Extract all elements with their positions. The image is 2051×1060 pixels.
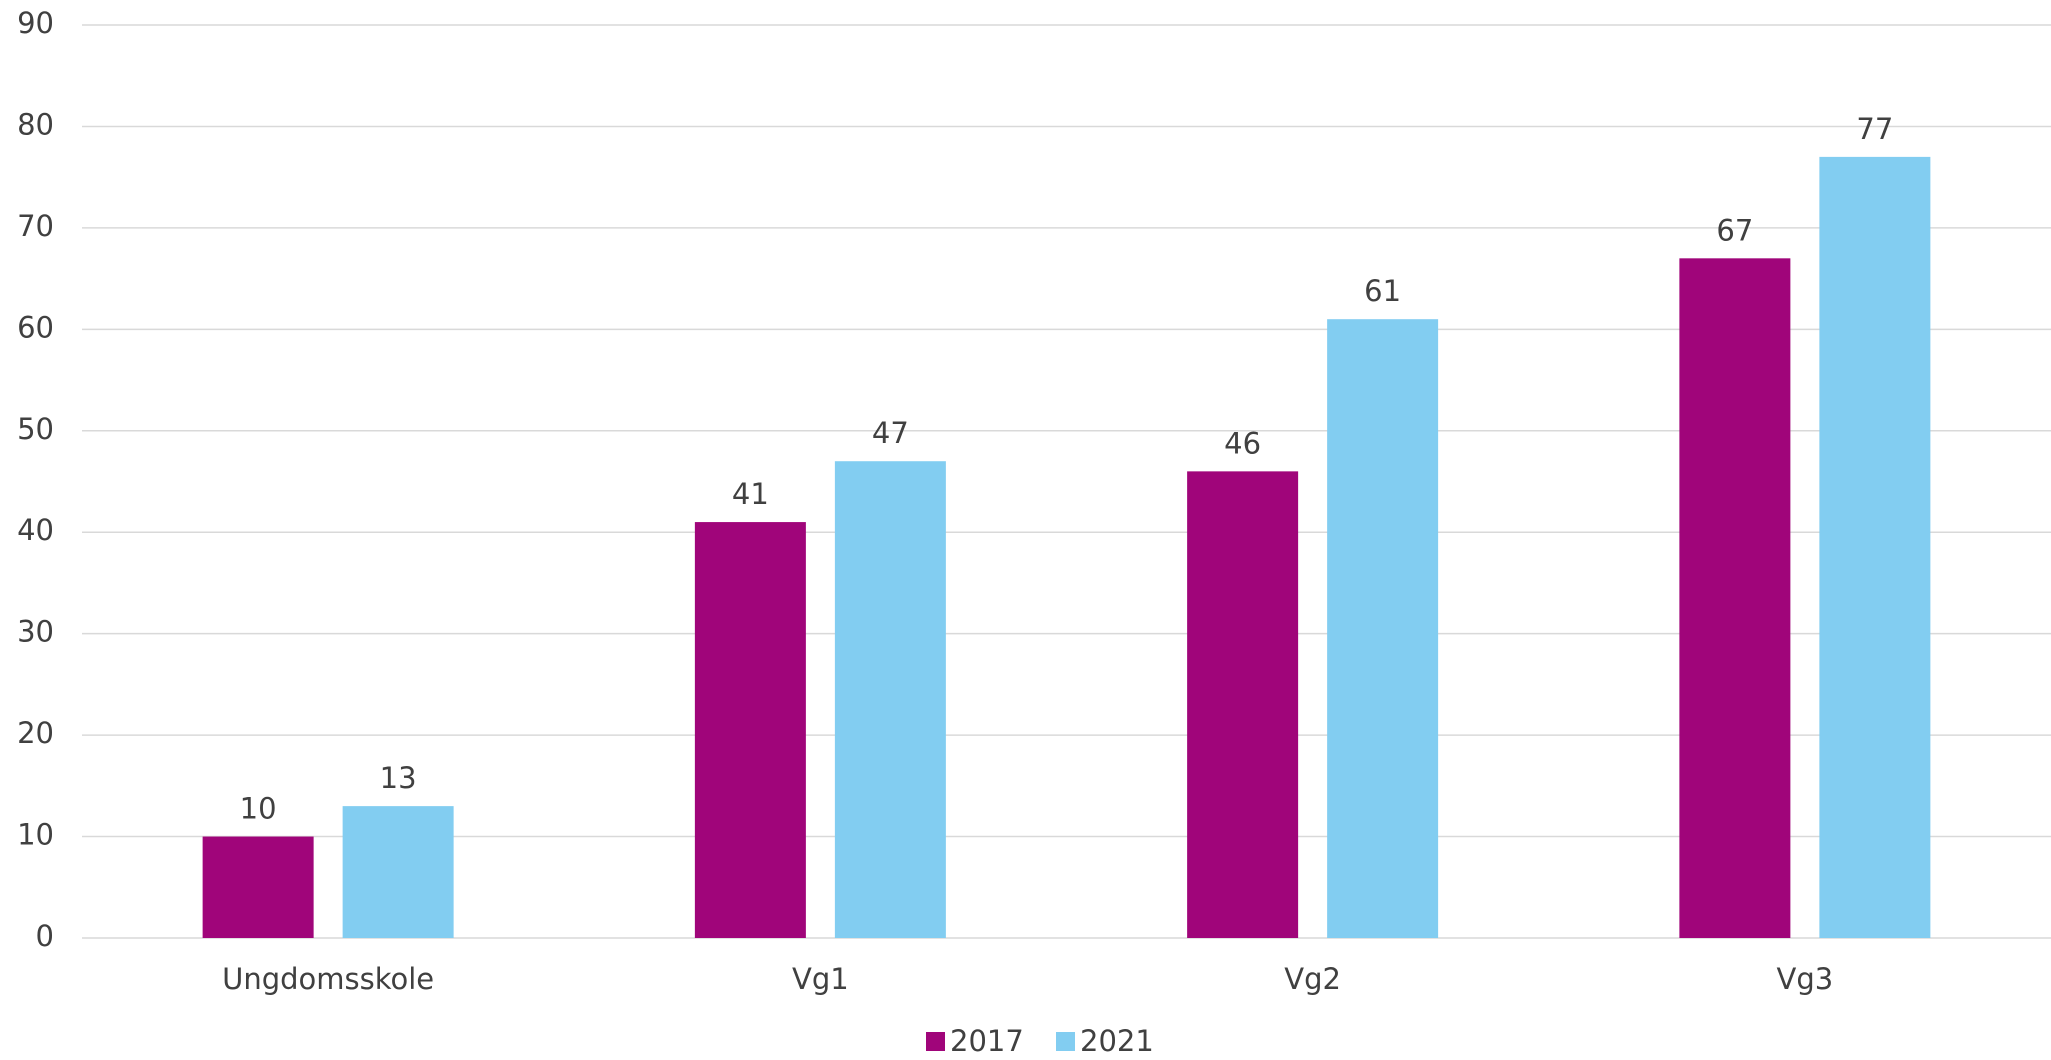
value-label: 77: [1856, 112, 1893, 146]
value-label: 13: [380, 761, 417, 795]
bar: [1679, 258, 1791, 938]
y-tick-label: 30: [17, 615, 54, 649]
y-tick-label: 70: [17, 209, 54, 243]
bar: [1819, 156, 1931, 938]
bar: [1327, 319, 1439, 938]
value-label: 41: [732, 477, 769, 511]
y-tick-label: 40: [17, 513, 54, 547]
legend-label: 2021: [1080, 1024, 1154, 1058]
x-tick-label: Vg1: [792, 962, 849, 996]
legend-swatch: [1056, 1032, 1075, 1051]
value-label: 61: [1364, 274, 1401, 308]
legend-swatch: [926, 1032, 945, 1051]
x-tick-label: Vg3: [1777, 962, 1834, 996]
bar: [694, 522, 806, 938]
y-tick-label: 10: [17, 818, 54, 852]
value-label: 47: [872, 416, 909, 450]
y-tick-label: 20: [17, 716, 54, 750]
y-tick-label: 80: [17, 107, 54, 141]
bar: [1187, 471, 1299, 938]
y-tick-label: 90: [17, 6, 54, 40]
bar: [342, 806, 454, 938]
bar: [834, 461, 946, 938]
y-tick-label: 0: [36, 919, 54, 953]
x-tick-label: Vg2: [1284, 962, 1341, 996]
value-label: 67: [1716, 213, 1753, 247]
y-tick-label: 50: [17, 412, 54, 446]
y-tick-label: 60: [17, 310, 54, 344]
legend-label: 2017: [950, 1024, 1024, 1058]
bar: [202, 836, 314, 938]
value-label: 10: [240, 792, 277, 826]
value-label: 46: [1224, 426, 1261, 460]
x-tick-label: Ungdomsskole: [222, 962, 434, 996]
